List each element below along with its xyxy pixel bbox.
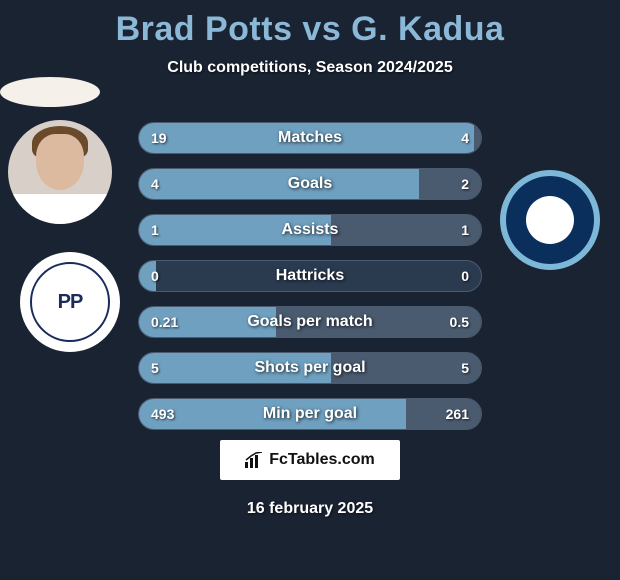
stat-value-right: 0: [461, 268, 469, 284]
stat-row: 11Assists: [138, 214, 482, 246]
stat-value-left: 1: [151, 222, 159, 238]
bar-right: [419, 169, 481, 199]
page-title: Brad Potts vs G. Kadua: [0, 0, 620, 49]
bar-left: [139, 123, 474, 153]
bar-right: [474, 123, 481, 153]
club-badge-right: [500, 170, 600, 270]
club-badge-left: PP: [20, 252, 120, 352]
stat-value-left: 0: [151, 268, 159, 284]
bar-right: [331, 353, 481, 383]
stat-row: 0.210.5Goals per match: [138, 306, 482, 338]
stat-row: 0 0Hattricks: [138, 260, 482, 292]
chart-icon: [245, 452, 263, 468]
bar-right: [331, 215, 481, 245]
stat-row: 55Shots per goal: [138, 352, 482, 384]
stat-value-right: 1: [461, 222, 469, 238]
stat-value-right: 2: [461, 176, 469, 192]
bar-right: [406, 399, 481, 429]
stat-label: Hattricks: [139, 267, 481, 285]
date-label: 16 february 2025: [0, 500, 620, 518]
player-left-avatar: [8, 120, 112, 224]
stat-value-right: 5: [461, 360, 469, 376]
club-left-abbrev: PP: [58, 291, 83, 314]
player-right-avatar: [0, 77, 100, 107]
bar-left: [139, 399, 406, 429]
stat-value-right: 4: [461, 130, 469, 146]
branding-badge: FcTables.com: [220, 440, 400, 480]
subtitle: Club competitions, Season 2024/2025: [0, 59, 620, 77]
stat-value-right: 0.5: [450, 314, 469, 330]
branding-text: FcTables.com: [269, 451, 375, 469]
comparison-chart: 194Matches42Goals11Assists00Hattricks0.2…: [138, 122, 482, 444]
stat-value-left: 19: [151, 130, 167, 146]
bar-left: [139, 169, 419, 199]
stat-value-left: 493: [151, 406, 174, 422]
stat-value-left: 0.21: [151, 314, 178, 330]
stat-row: 194Matches: [138, 122, 482, 154]
stat-row: 493261Min per goal: [138, 398, 482, 430]
bar-left: [139, 353, 331, 383]
stat-value-left: 4: [151, 176, 159, 192]
stat-row: 42Goals: [138, 168, 482, 200]
stat-value-right: 261: [446, 406, 469, 422]
stat-value-left: 5: [151, 360, 159, 376]
bar-left: [139, 215, 331, 245]
